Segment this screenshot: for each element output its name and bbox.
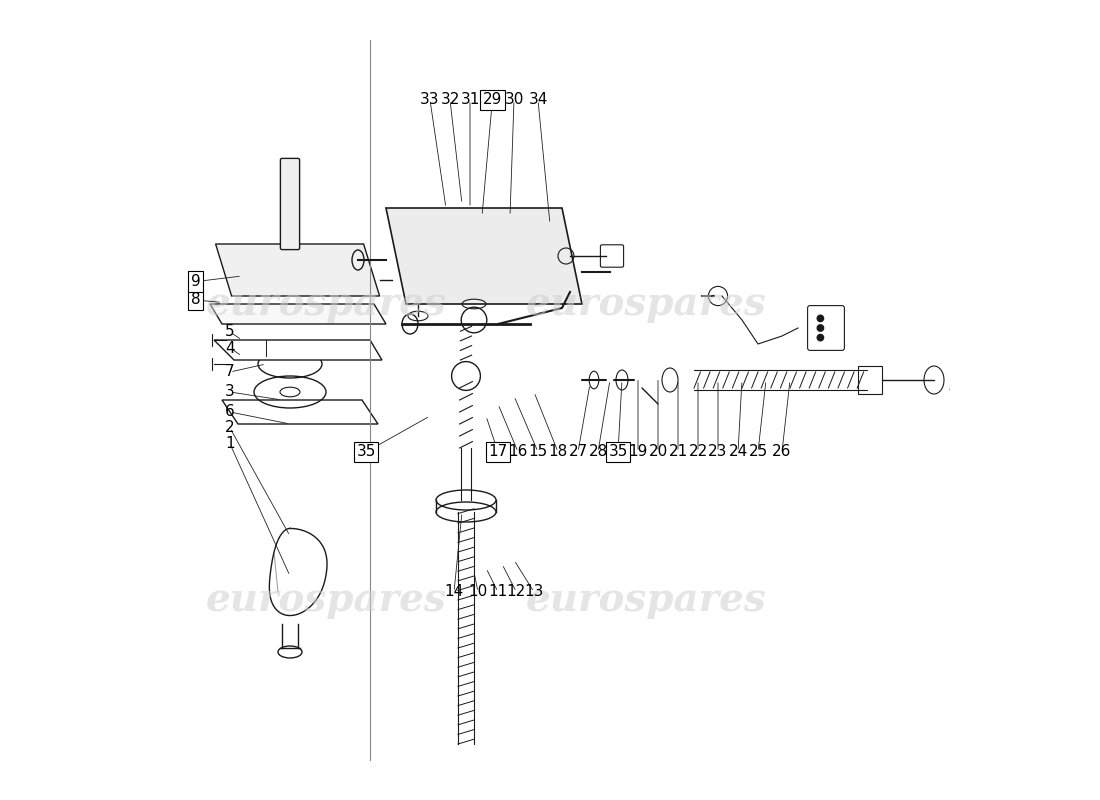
Polygon shape <box>214 340 382 360</box>
Text: 18: 18 <box>549 445 568 459</box>
Circle shape <box>817 334 824 341</box>
Text: 1: 1 <box>226 437 234 451</box>
Text: 5: 5 <box>226 325 234 339</box>
FancyBboxPatch shape <box>858 366 882 394</box>
Text: 8: 8 <box>190 293 200 307</box>
Text: 31: 31 <box>460 93 480 107</box>
Text: 35: 35 <box>608 445 628 459</box>
Text: eurospares: eurospares <box>526 581 767 619</box>
Text: 25: 25 <box>748 445 768 459</box>
Text: 24: 24 <box>728 445 748 459</box>
Text: 19: 19 <box>628 445 648 459</box>
Text: 26: 26 <box>772 445 792 459</box>
Text: 27: 27 <box>569 445 587 459</box>
Text: 13: 13 <box>525 585 543 599</box>
Text: 29: 29 <box>483 93 502 107</box>
Text: 11: 11 <box>488 585 507 599</box>
Text: 3: 3 <box>226 385 235 399</box>
FancyBboxPatch shape <box>280 158 299 250</box>
Text: 10: 10 <box>469 585 487 599</box>
FancyBboxPatch shape <box>601 245 624 267</box>
Text: 22: 22 <box>689 445 707 459</box>
Text: eurospares: eurospares <box>206 285 447 323</box>
Text: eurospares: eurospares <box>526 285 767 323</box>
Text: 4: 4 <box>226 341 234 355</box>
Polygon shape <box>210 304 386 324</box>
Text: 17: 17 <box>488 445 507 459</box>
Text: 20: 20 <box>648 445 668 459</box>
Text: 34: 34 <box>528 93 548 107</box>
Polygon shape <box>222 400 378 424</box>
Text: 14: 14 <box>444 585 463 599</box>
Text: eurospares: eurospares <box>206 581 447 619</box>
Text: 2: 2 <box>226 421 234 435</box>
Circle shape <box>817 315 824 322</box>
Text: 35: 35 <box>356 445 376 459</box>
FancyBboxPatch shape <box>1049 366 1060 394</box>
Text: 16: 16 <box>508 445 528 459</box>
Text: 6: 6 <box>226 405 235 419</box>
Text: 33: 33 <box>420 93 440 107</box>
Text: 23: 23 <box>708 445 728 459</box>
FancyBboxPatch shape <box>807 306 845 350</box>
Polygon shape <box>386 208 582 304</box>
Text: 30: 30 <box>504 93 524 107</box>
Text: 7: 7 <box>226 365 234 379</box>
Text: 12: 12 <box>507 585 526 599</box>
Text: 21: 21 <box>669 445 688 459</box>
Text: 28: 28 <box>588 445 607 459</box>
Text: 15: 15 <box>528 445 548 459</box>
Text: 9: 9 <box>190 274 200 289</box>
Polygon shape <box>216 244 379 296</box>
Text: 32: 32 <box>440 93 460 107</box>
Circle shape <box>817 325 824 331</box>
